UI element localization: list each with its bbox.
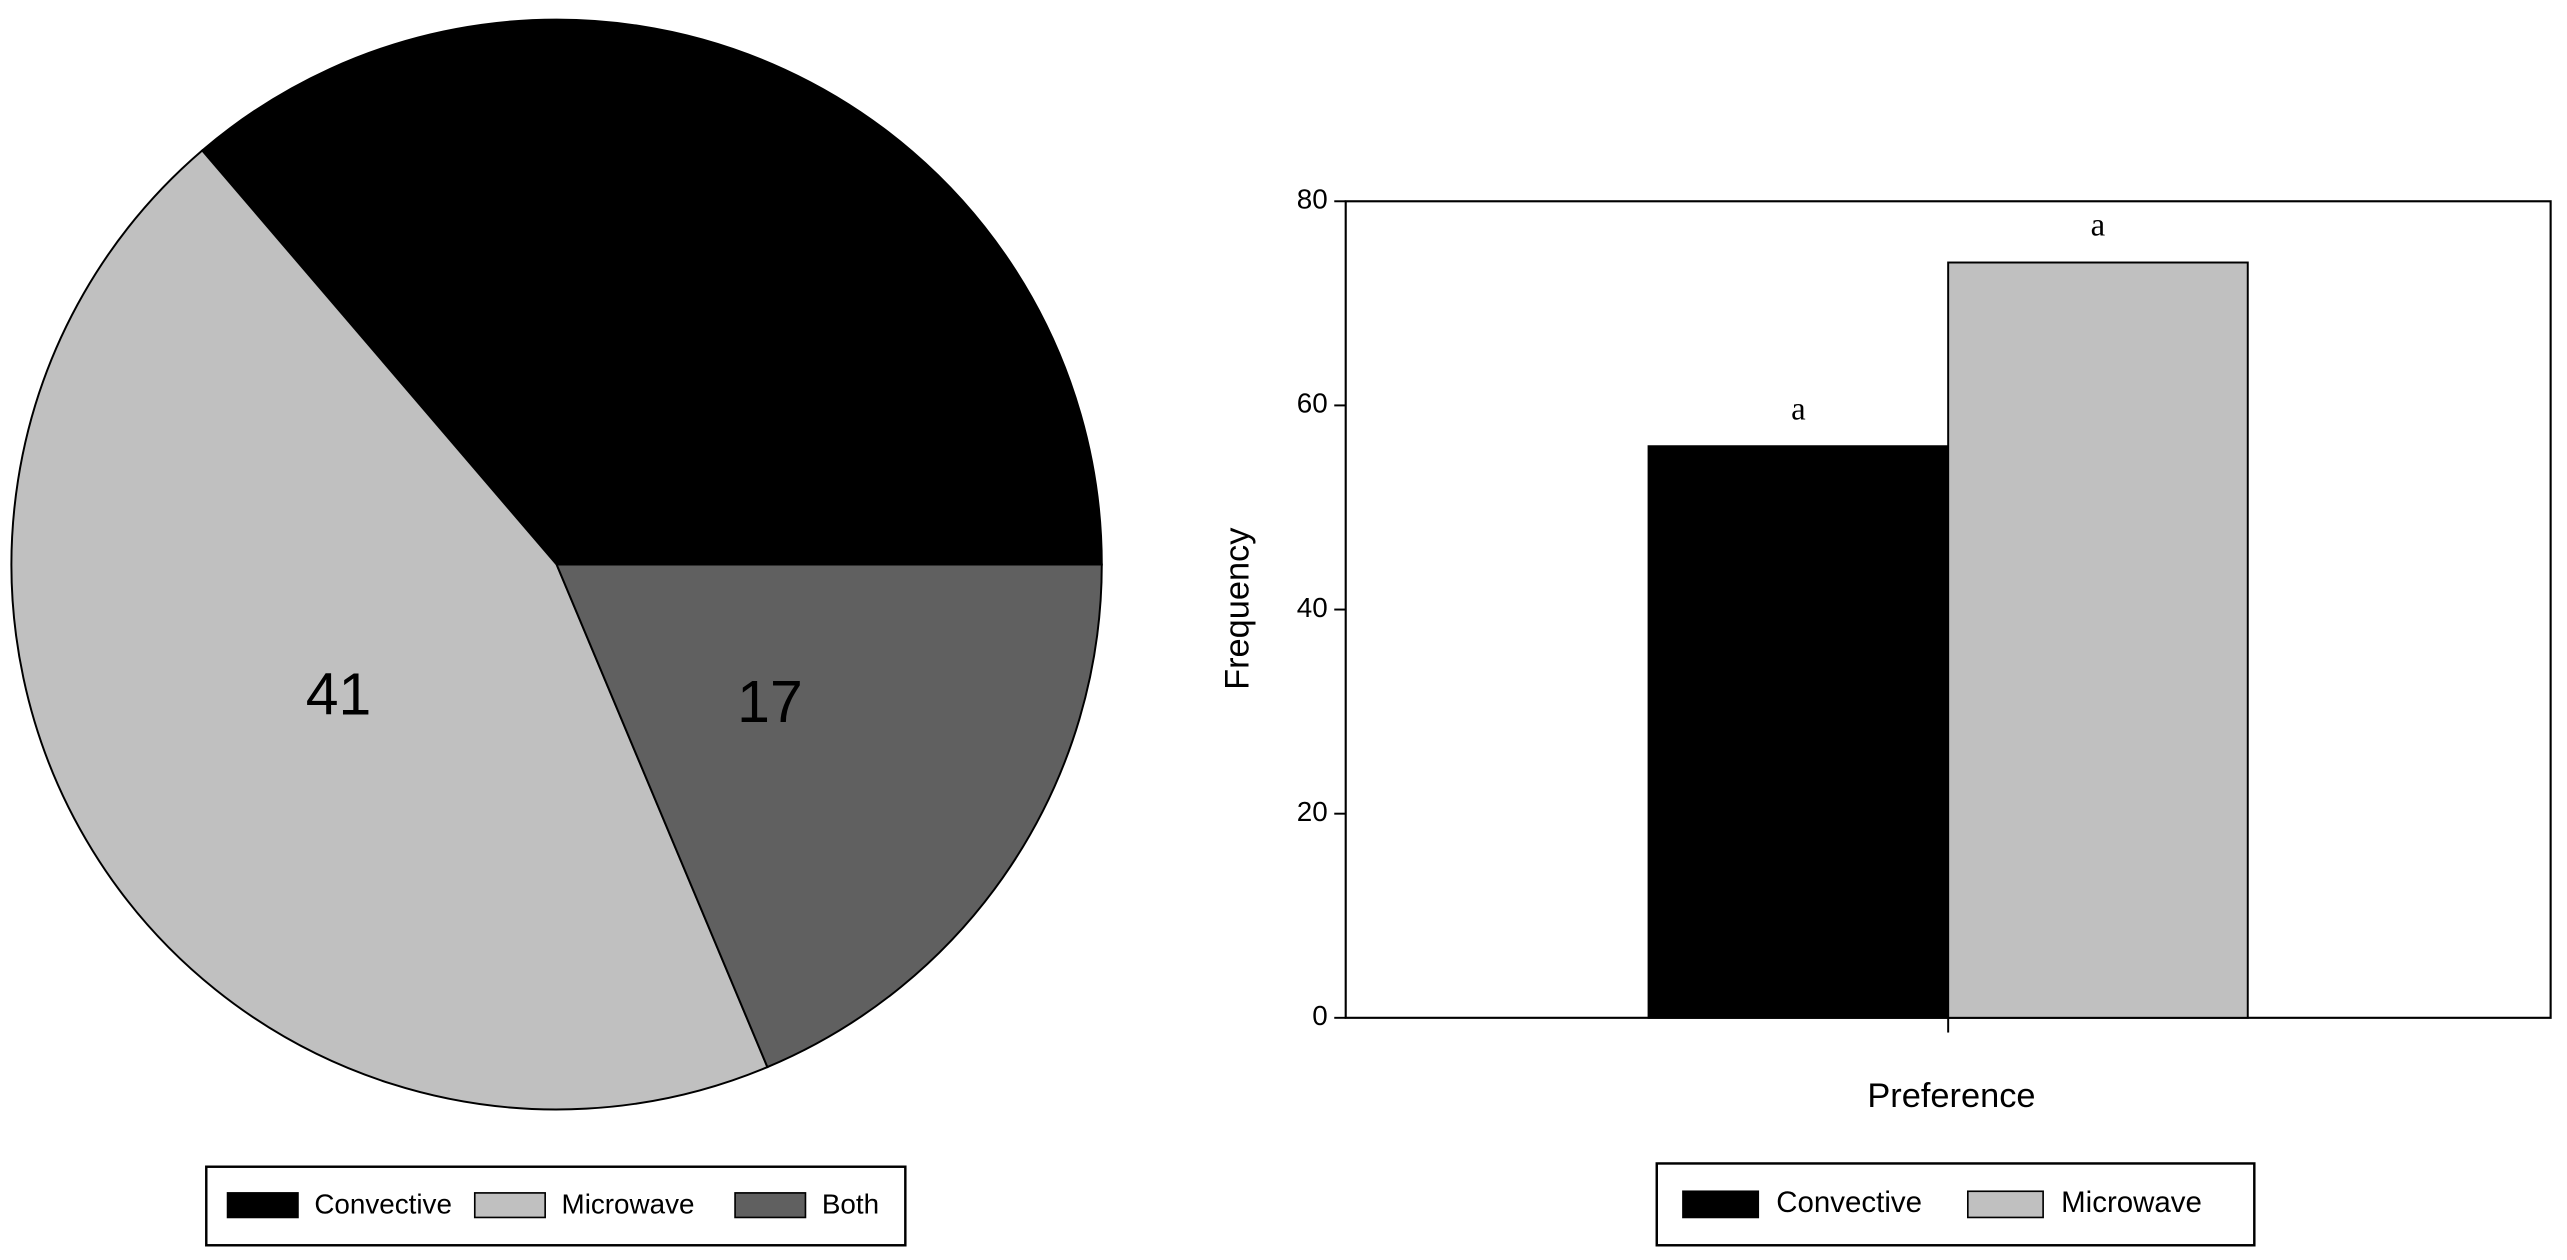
y-tick-label: 20	[1297, 796, 1328, 827]
pie-slice	[555, 563, 1103, 1069]
y-tick-label: 60	[1297, 388, 1328, 419]
y-tick-label: 40	[1297, 592, 1328, 623]
y-tick-label: 0	[1312, 1000, 1327, 1031]
legend-label: Microwave	[562, 1188, 695, 1219]
bar	[1947, 261, 2249, 1019]
slice-label: 33	[631, 295, 697, 360]
legend-label: Both	[822, 1188, 879, 1219]
legend-swatch	[473, 1192, 546, 1219]
bar-annotation: a	[1791, 391, 1806, 427]
legend-swatch	[1682, 1190, 1760, 1219]
legend-label: Microwave	[2061, 1186, 2202, 1219]
slice-label: 17	[737, 670, 803, 735]
slice-label: 41	[306, 662, 372, 727]
y-axis-label: Frequency	[1218, 527, 1256, 690]
legend-swatch	[226, 1192, 299, 1219]
legend-swatch	[734, 1192, 807, 1219]
bar-annotation: a	[2091, 208, 2106, 244]
y-tick-label: 80	[1297, 184, 1328, 215]
bar	[1647, 445, 1950, 1019]
legend-label: Convective	[1776, 1186, 1922, 1219]
pie-slice	[200, 18, 1103, 566]
legend-label: Convective	[314, 1188, 452, 1219]
x-axis-label: Preference	[1867, 1077, 2035, 1115]
pie-slice	[10, 149, 769, 1111]
legend-swatch	[1966, 1190, 2044, 1219]
